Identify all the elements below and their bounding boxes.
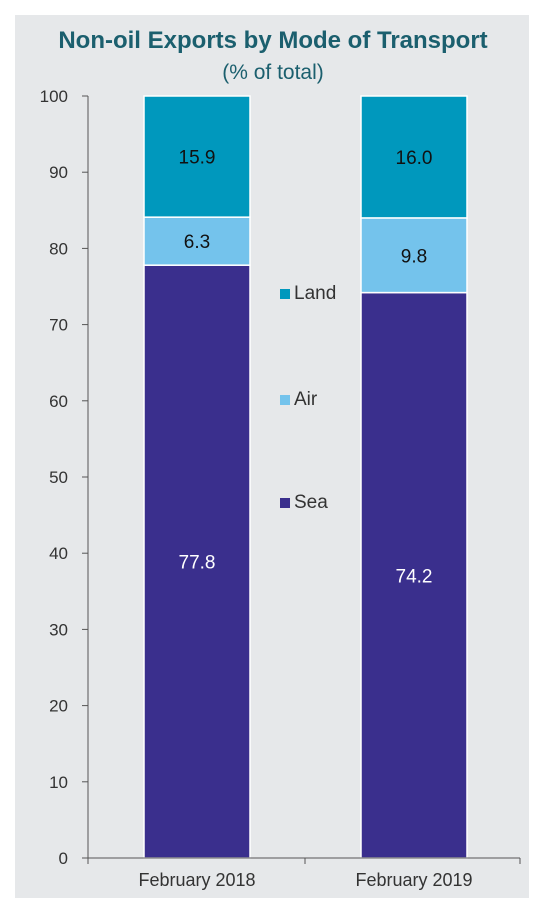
- y-tick-label: 50: [49, 468, 68, 487]
- y-tick-label: 30: [49, 620, 68, 639]
- data-label: 16.0: [396, 148, 433, 169]
- legend-label: Air: [294, 389, 318, 410]
- y-tick-label: 70: [49, 316, 68, 335]
- y-tick-label: 90: [49, 163, 68, 182]
- legend-label: Sea: [294, 492, 328, 513]
- y-tick-label: 80: [49, 239, 68, 258]
- data-label: 74.2: [396, 566, 433, 587]
- data-label: 15.9: [179, 148, 216, 169]
- y-tick-label: 40: [49, 544, 68, 563]
- data-label: 6.3: [184, 232, 210, 253]
- legend-swatch: [280, 395, 290, 405]
- bar-land-0: [143, 95, 251, 218]
- bar-sea-0: [143, 264, 251, 859]
- x-tick-label: February 2019: [355, 870, 472, 890]
- chart-subtitle: (% of total): [222, 61, 324, 84]
- x-tick-label: February 2018: [138, 870, 255, 890]
- legend-label: Land: [294, 283, 336, 304]
- legend-swatch: [280, 498, 290, 508]
- data-label: 9.8: [401, 246, 427, 267]
- chart-title: Non-oil Exports by Mode of Transport: [58, 27, 488, 54]
- bar-land-1: [360, 95, 468, 219]
- y-tick-label: 60: [49, 392, 68, 411]
- y-tick-label: 100: [40, 87, 68, 106]
- bar-air-0: [143, 216, 251, 266]
- y-tick-label: 20: [49, 697, 68, 716]
- data-label: 77.8: [179, 553, 216, 574]
- y-tick-label: 0: [59, 849, 68, 868]
- legend-swatch: [280, 289, 290, 299]
- y-tick-label: 10: [49, 773, 68, 792]
